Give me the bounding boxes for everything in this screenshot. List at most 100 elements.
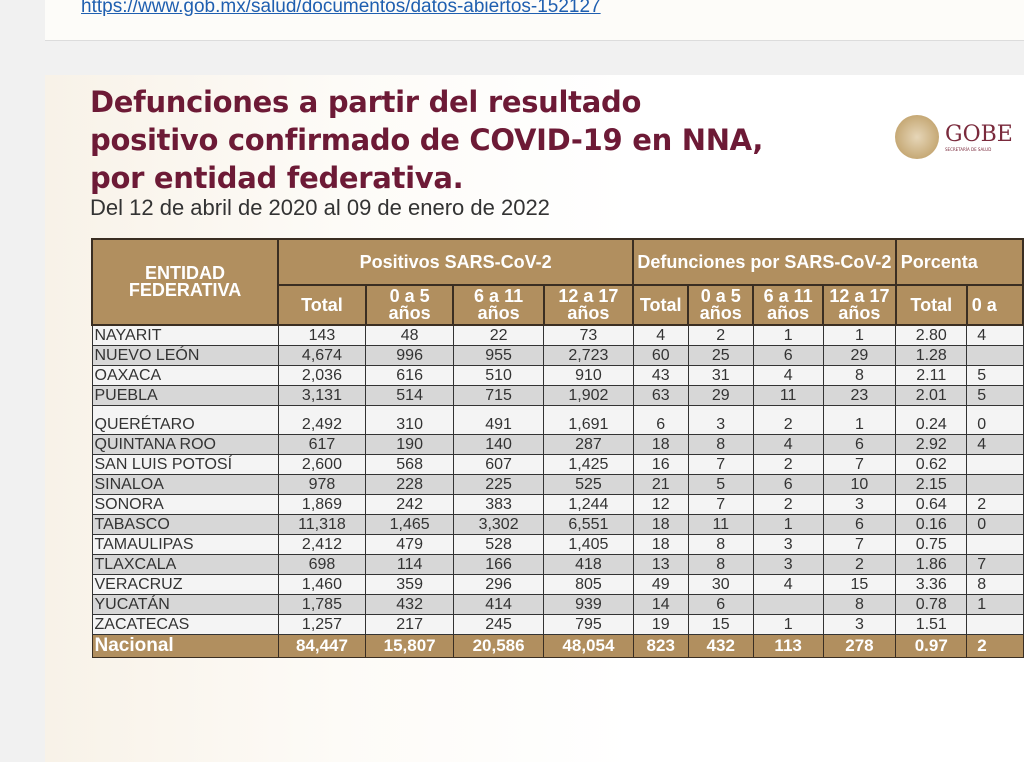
table-row: YUCATÁN 1,785 432 414 939 14 6 8 0.78 1 <box>91 594 1024 615</box>
value-cell: 0.64 <box>895 494 968 515</box>
value-cell: 2.15 <box>895 474 968 495</box>
entity-name-cell: NUEVO LEÓN <box>91 345 279 366</box>
value-cell: 2 <box>752 405 824 435</box>
entity-name-cell: TAMAULIPAS <box>91 534 279 555</box>
value-cell: 1 <box>822 405 897 435</box>
gobierno-logo: GOBE SECRETARÍA DE SALUD <box>895 115 1013 159</box>
table-row: NUEVO LEÓN 4,674 996 955 2,723 60 25 6 29 1.28 <box>91 345 1024 366</box>
table-row: OAXACA 2,036 616 510 910 43 31 4 8 2.11 5 <box>91 365 1024 386</box>
value-cell: 21 <box>632 474 689 495</box>
value-cell: 63 <box>632 385 689 406</box>
value-cell: 414 <box>452 594 545 615</box>
value-cell: 16 <box>632 454 689 475</box>
value-cell: 1,785 <box>277 594 367 615</box>
value-cell: 22 <box>452 324 545 346</box>
table-row: PUEBLA 3,131 514 715 1,902 63 29 11 23 2.01 5 <box>91 385 1024 406</box>
value-cell: 11 <box>687 514 754 535</box>
header-group-defunciones: Defunciones por SARS-CoV-2 <box>632 238 897 286</box>
value-cell: 510 <box>452 365 545 386</box>
header-entity: ENTIDAD FEDERATIVA <box>90 238 280 326</box>
value-cell: 310 <box>365 405 454 435</box>
subheader-cell: 6 a 11 años <box>452 284 545 326</box>
value-cell: 49 <box>632 574 689 595</box>
value-cell: 0.75 <box>895 534 968 555</box>
value-cell: 19 <box>632 614 689 635</box>
value-cell: 3,302 <box>452 514 545 535</box>
total-value-cell: 2 <box>966 634 1024 658</box>
value-cell: 2 <box>822 554 897 575</box>
value-cell: 15 <box>822 574 897 595</box>
value-cell: 25 <box>687 345 754 366</box>
entity-name-cell: SONORA <box>91 494 279 515</box>
subheader-cell: Total <box>277 284 367 326</box>
value-cell: 418 <box>543 554 634 575</box>
entity-name-cell: QUINTANA ROO <box>91 434 279 455</box>
value-cell: 29 <box>687 385 754 406</box>
value-cell: 6 <box>632 405 689 435</box>
entity-name-cell: VERACRUZ <box>91 574 279 595</box>
value-cell: 1,257 <box>277 614 367 635</box>
value-cell: 73 <box>543 324 634 346</box>
value-cell: 4 <box>752 574 824 595</box>
value-cell: 1.51 <box>895 614 968 635</box>
value-cell: 2 <box>752 494 824 515</box>
value-cell: 514 <box>365 385 454 406</box>
entity-name-cell: SAN LUIS POTOSÍ <box>91 454 279 475</box>
value-cell: 359 <box>365 574 454 595</box>
total-value-cell: 278 <box>822 634 897 658</box>
value-cell: 228 <box>365 474 454 495</box>
subheader-cell: 6 a 11 años <box>752 284 825 326</box>
table-row: TLAXCALA 698 114 166 418 13 8 3 2 1.86 7 <box>91 554 1024 575</box>
table-row: NAYARIT 143 48 22 73 4 2 1 1 2.80 4 <box>91 324 1024 346</box>
value-cell: 7 <box>687 454 754 475</box>
value-cell <box>752 594 824 615</box>
value-cell: 6 <box>752 474 824 495</box>
value-cell: 190 <box>365 434 454 455</box>
value-cell: 1,869 <box>277 494 367 515</box>
value-cell: 4,674 <box>277 345 367 366</box>
value-cell: 7 <box>822 454 897 475</box>
value-cell: 616 <box>365 365 454 386</box>
value-cell: 10 <box>822 474 897 495</box>
value-cell: 955 <box>452 345 545 366</box>
value-cell: 0 <box>966 514 1024 535</box>
value-cell: 8 <box>966 574 1024 595</box>
value-cell: 1,691 <box>543 405 634 435</box>
total-value-cell: 823 <box>632 634 689 658</box>
source-link[interactable]: https://www.gob.mx/salud/documentos/dato… <box>81 0 601 17</box>
value-cell: 383 <box>452 494 545 515</box>
value-cell: 4 <box>752 365 824 386</box>
value-cell: 2 <box>687 324 754 346</box>
table-row: TAMAULIPAS 2,412 479 528 1,405 18 8 3 7 0.75 <box>91 534 1024 555</box>
value-cell: 795 <box>543 614 634 635</box>
value-cell <box>966 534 1024 555</box>
title-line: Defunciones a partir del resultado <box>90 85 642 119</box>
value-cell <box>966 454 1024 475</box>
value-cell: 4 <box>752 434 824 455</box>
value-cell: 2 <box>966 494 1024 515</box>
value-cell: 0 <box>966 405 1024 435</box>
subheader-cell: Total <box>894 284 968 326</box>
table-row: ZACATECAS 1,257 217 245 795 19 15 1 3 1.51 <box>91 614 1024 635</box>
total-value-cell: 113 <box>752 634 824 658</box>
value-cell: 1,465 <box>365 514 454 535</box>
table-row: VERACRUZ 1,460 359 296 805 49 30 4 15 3.36 8 <box>91 574 1024 595</box>
value-cell: 0.78 <box>895 594 968 615</box>
value-cell: 698 <box>277 554 367 575</box>
table-row: SONORA 1,869 242 383 1,244 12 7 2 3 0.64 2 <box>91 494 1024 515</box>
value-cell: 1 <box>822 324 897 346</box>
value-cell: 6 <box>752 345 824 366</box>
value-cell: 996 <box>365 345 454 366</box>
subheader-cell: 0 a 5 años <box>364 284 455 326</box>
value-cell <box>966 345 1024 366</box>
value-cell: 245 <box>452 614 545 635</box>
total-value-cell: 48,054 <box>543 634 634 658</box>
value-cell: 7 <box>966 554 1024 575</box>
value-cell: 2,723 <box>543 345 634 366</box>
value-cell: 6 <box>687 594 754 615</box>
value-cell: 2,600 <box>277 454 367 475</box>
subheader-cell: 0 a 5 años <box>687 284 755 326</box>
value-cell: 0.24 <box>895 405 968 435</box>
entity-name-cell: TABASCO <box>91 514 279 535</box>
